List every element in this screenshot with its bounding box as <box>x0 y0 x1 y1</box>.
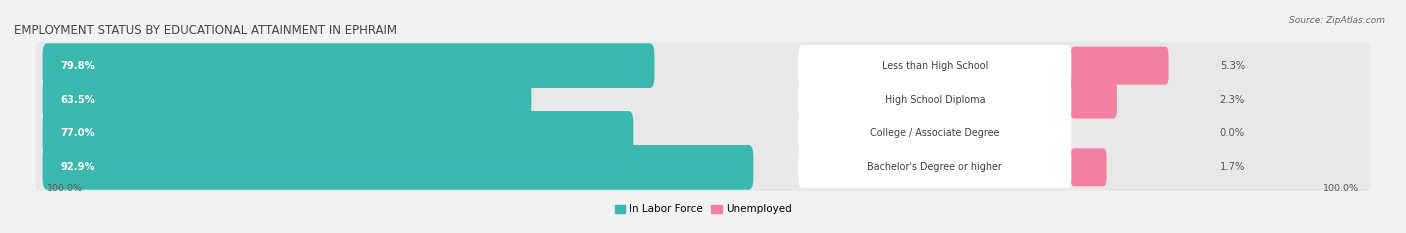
Text: College / Associate Degree: College / Associate Degree <box>870 128 1000 138</box>
Text: EMPLOYMENT STATUS BY EDUCATIONAL ATTAINMENT IN EPHRAIM: EMPLOYMENT STATUS BY EDUCATIONAL ATTAINM… <box>14 24 396 37</box>
Text: Less than High School: Less than High School <box>882 61 988 71</box>
Text: High School Diploma: High School Diploma <box>884 95 986 105</box>
Text: Bachelor's Degree or higher: Bachelor's Degree or higher <box>868 162 1002 172</box>
Text: 92.9%: 92.9% <box>60 162 96 172</box>
FancyBboxPatch shape <box>1070 148 1107 186</box>
Text: 77.0%: 77.0% <box>60 128 96 138</box>
FancyBboxPatch shape <box>1070 81 1116 119</box>
FancyBboxPatch shape <box>35 40 1371 91</box>
Text: 1.7%: 1.7% <box>1220 162 1246 172</box>
Legend: In Labor Force, Unemployed: In Labor Force, Unemployed <box>610 200 796 219</box>
Text: 100.0%: 100.0% <box>1323 184 1358 193</box>
Text: 5.3%: 5.3% <box>1220 61 1244 71</box>
Text: 79.8%: 79.8% <box>60 61 96 71</box>
FancyBboxPatch shape <box>799 45 1071 86</box>
FancyBboxPatch shape <box>35 108 1371 159</box>
Text: Source: ZipAtlas.com: Source: ZipAtlas.com <box>1289 16 1385 25</box>
FancyBboxPatch shape <box>799 113 1071 154</box>
Text: 0.0%: 0.0% <box>1220 128 1244 138</box>
FancyBboxPatch shape <box>42 43 654 88</box>
FancyBboxPatch shape <box>799 147 1071 188</box>
FancyBboxPatch shape <box>799 79 1071 120</box>
FancyBboxPatch shape <box>42 145 754 190</box>
FancyBboxPatch shape <box>1070 47 1168 85</box>
FancyBboxPatch shape <box>42 111 633 156</box>
FancyBboxPatch shape <box>35 142 1371 193</box>
Text: 2.3%: 2.3% <box>1220 95 1244 105</box>
FancyBboxPatch shape <box>35 74 1371 125</box>
Text: 100.0%: 100.0% <box>48 184 83 193</box>
Text: 63.5%: 63.5% <box>60 95 96 105</box>
FancyBboxPatch shape <box>42 77 531 122</box>
